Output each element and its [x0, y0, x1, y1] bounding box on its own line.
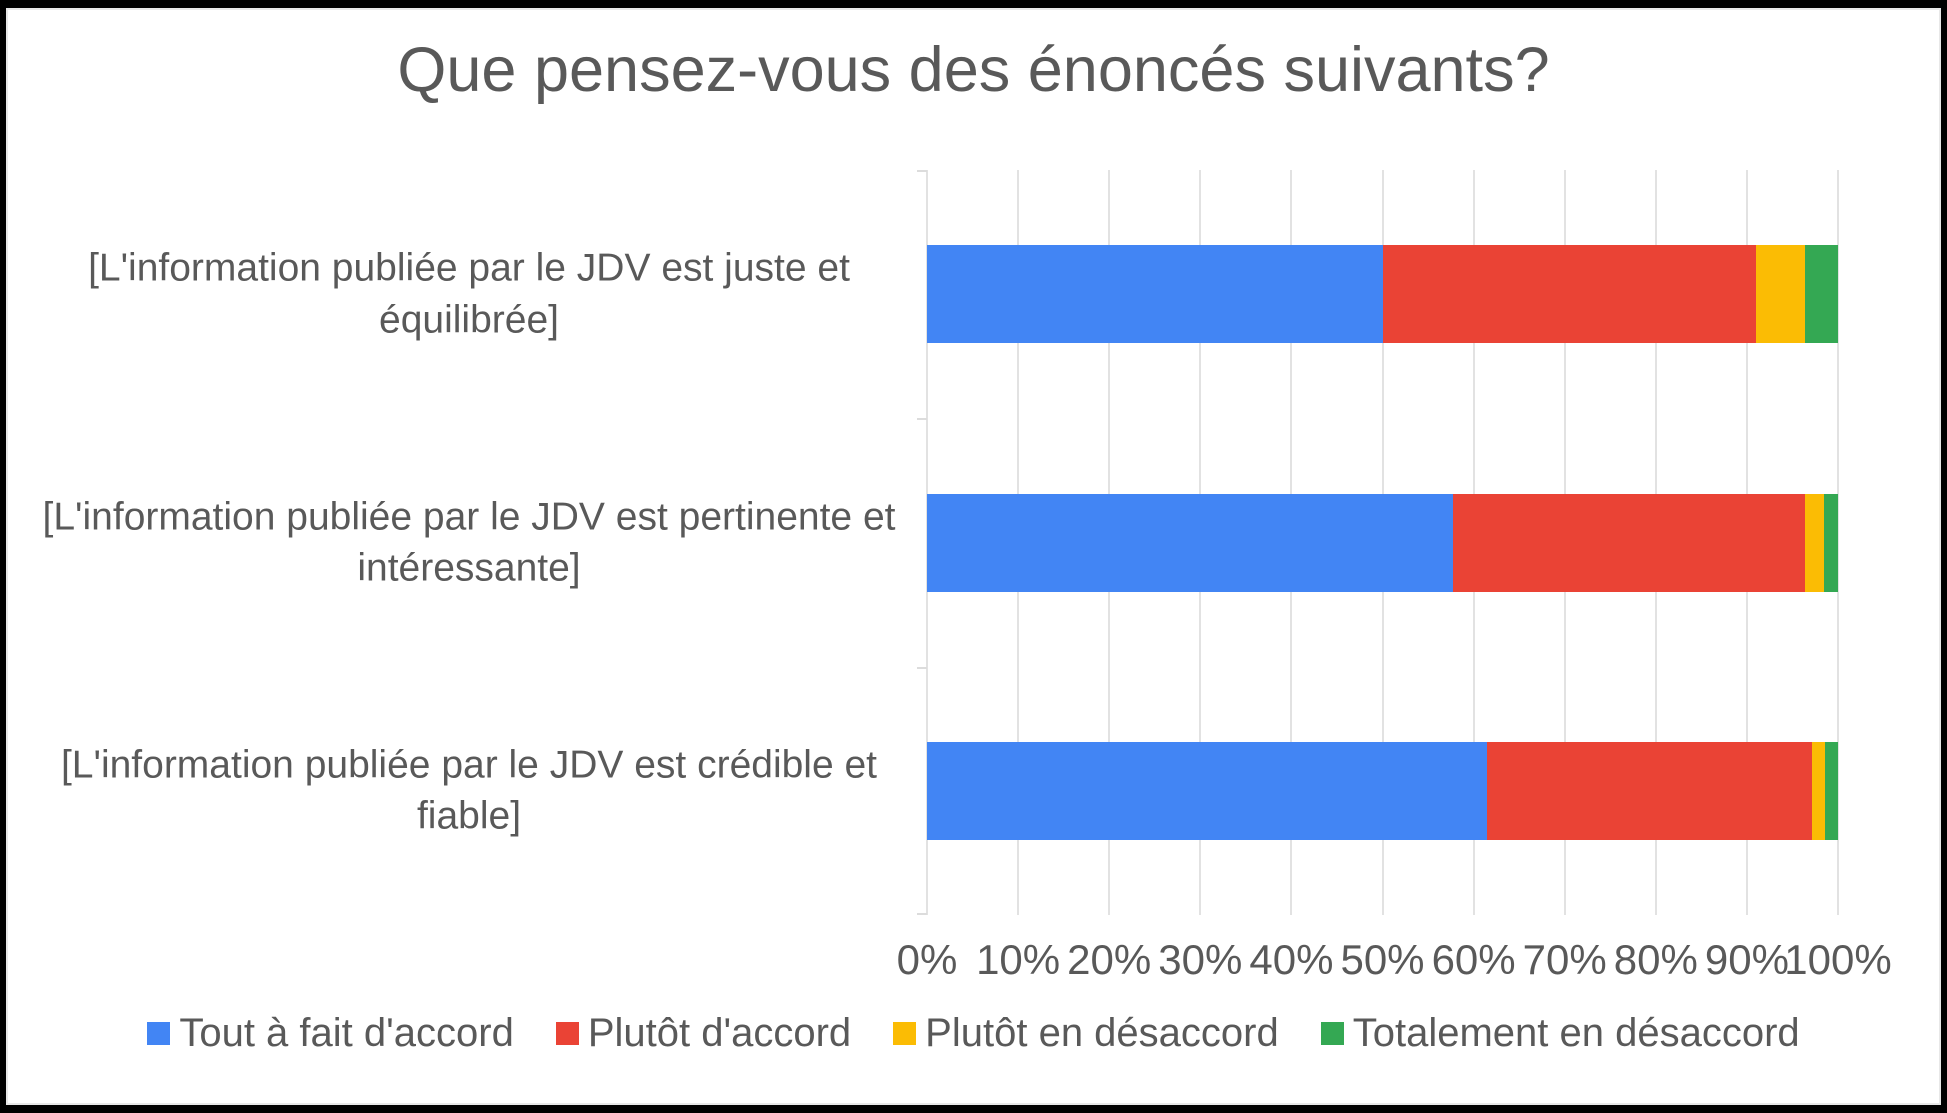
x-tick-label-50%: 50%	[1340, 936, 1425, 983]
legend-label: Plutôt en désaccord	[925, 1011, 1279, 1055]
category-label-3: [L'information publiée par le JDV est cr…	[60, 743, 878, 838]
x-tick-label-100%: 100%	[1784, 936, 1892, 983]
legend-label: Tout à fait d'accord	[179, 1011, 514, 1055]
chart-title: Que pensez-vous des énoncés suivants?	[397, 35, 1550, 105]
bar-segment[interactable]	[1825, 741, 1838, 840]
axis-tick-stub	[917, 913, 927, 915]
bar-segment[interactable]	[927, 493, 1453, 592]
bar-segment[interactable]	[1805, 245, 1838, 344]
gridline-100%	[1837, 170, 1839, 915]
chart-canvas[interactable]: Que pensez-vous des énoncés suivants? [L…	[6, 8, 1941, 1105]
legend-swatch-icon	[1320, 1022, 1344, 1045]
legend-item: Tout à fait d'accord	[147, 1011, 514, 1056]
category-label-1: [L'information publiée par le JDV est ju…	[88, 246, 850, 342]
legend-item: Plutôt d'accord	[555, 1011, 852, 1056]
x-tick-label-70%: 70%	[1522, 936, 1607, 983]
bar-segment[interactable]	[927, 245, 1383, 344]
legend-item: Totalement en désaccord	[1320, 1011, 1800, 1056]
bar-segment[interactable]	[1824, 493, 1838, 592]
bar-segment[interactable]	[1805, 493, 1825, 592]
bar-segment[interactable]	[1756, 245, 1806, 344]
legend-label: Totalement en désaccord	[1352, 1011, 1800, 1055]
bar-segment[interactable]	[1452, 493, 1806, 592]
plot-area	[917, 170, 1839, 915]
legend-item: Plutôt en désaccord	[893, 1011, 1279, 1056]
x-tick-label-40%: 40%	[1249, 936, 1334, 983]
legend: Tout à fait d'accord Plutôt d'accord Plutô…	[6, 1011, 1941, 1056]
legend-swatch-icon	[555, 1022, 579, 1045]
category-label-2: [L'information publiée par le JDV est pe…	[42, 495, 896, 590]
legend-label: Plutôt d'accord	[587, 1011, 852, 1055]
x-tick-label-90%: 90%	[1704, 936, 1789, 983]
bar-row-1	[927, 245, 1838, 344]
x-tick-label-20%: 20%	[1067, 936, 1152, 983]
bar-segment[interactable]	[1811, 741, 1826, 840]
legend-swatch-icon	[147, 1022, 171, 1045]
bar-segment[interactable]	[1487, 741, 1812, 840]
x-tick-label-80%: 80%	[1613, 936, 1698, 983]
legend-swatch-icon	[893, 1022, 917, 1045]
bar-row-2	[927, 493, 1838, 592]
axis-tick-stub	[917, 170, 927, 172]
axis-tick-stub	[917, 418, 927, 421]
bar-segment[interactable]	[927, 741, 1488, 840]
x-tick-label-10%: 10%	[976, 936, 1061, 983]
axis-tick-stub	[917, 666, 927, 669]
bar-segment[interactable]	[1382, 245, 1756, 344]
x-tick-label-60%: 60%	[1431, 936, 1516, 983]
x-tick-label-0%: 0%	[896, 936, 958, 983]
x-tick-label-30%: 30%	[1158, 936, 1243, 983]
bar-row-3	[927, 741, 1838, 840]
